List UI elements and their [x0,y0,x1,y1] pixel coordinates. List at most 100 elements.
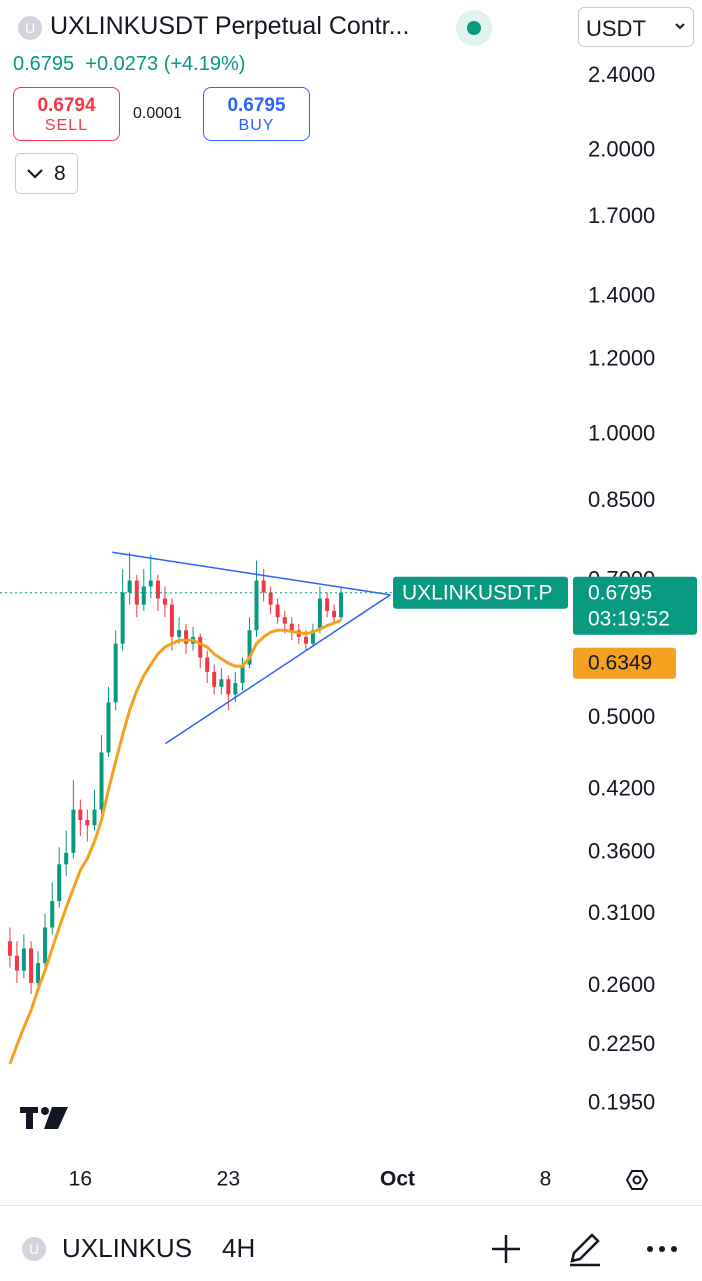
candle-body [303,636,308,644]
candle-body [268,592,273,605]
candle-body [120,592,125,644]
candle-body [92,809,97,826]
candle-body [21,948,26,971]
candle-body [254,580,259,631]
candle-body [212,671,217,687]
price-tag-countdown: 03:19:52 [588,607,670,630]
y-tick-label: 2.4000 [588,62,655,87]
candle-body [169,604,174,637]
y-tick-label: 0.8500 [588,487,655,512]
price: 0.6795 [13,53,75,75]
sell-price: 0.6794 [37,95,96,116]
candle-body [127,580,132,593]
candle-body [282,617,287,624]
moving-average [8,619,342,1065]
candle-body [106,702,111,753]
y-tick-label: 0.4200 [588,776,655,801]
tv-logo [20,1107,68,1129]
y-tick-label: 1.2000 [588,346,655,371]
chevron [27,169,43,179]
currency-select[interactable]: USDT [578,7,694,47]
bottom-symbol[interactable]: UXLINKUS [62,1233,193,1263]
y-tick-label: 1.7000 [588,203,655,228]
candle-body [141,586,146,605]
buy-button[interactable]: 0.6795 BUY [203,87,310,141]
candle-body [198,636,203,658]
indicators-toggle[interactable]: 8 [15,153,78,194]
indicator-count: 8 [54,162,66,185]
candle-body [261,580,266,593]
change-pct: (+4.19%) [163,53,246,75]
candle-body [325,598,330,611]
candle-body [162,598,167,605]
toolbar-icons[interactable] [488,1231,688,1267]
candle-body [247,630,252,665]
bottom-bar: U UXLINKUS 4H [0,1205,702,1281]
price-tag-value: 0.6795 [588,581,652,604]
x-tick-label: Oct [380,1168,415,1191]
y-tick-label: 1.4000 [588,283,655,308]
y-tick-label: 2.0000 [588,137,655,162]
candle-body [64,852,69,865]
y-tick-label: 0.2250 [588,1031,655,1056]
candle-body [7,941,12,956]
candle-body [50,901,55,928]
trendline [112,551,391,596]
candle-body [177,630,182,637]
price-line: 0.6795 +0.0273 (+4.19%) [13,53,245,76]
market-status[interactable] [456,10,492,46]
ma-tag [573,647,676,679]
candle-body [226,679,231,695]
candle-body [14,955,19,971]
candle-body [36,963,41,983]
candle-body [155,580,160,599]
symbol-icon: U [18,16,42,40]
x-tick-label: 16 [69,1168,92,1191]
sell-label: SELL [44,117,89,134]
trendline [164,594,391,745]
candle-body [85,820,90,826]
candle-body [29,948,34,983]
candle-body [205,657,210,672]
candle-body [332,610,337,618]
symbol-icon: U [22,1237,46,1261]
candle-body [233,683,238,695]
candle-body [289,623,294,631]
y-tick-label: 0.3600 [588,839,655,864]
change: +0.0273 [85,53,159,75]
price-tag [573,576,697,635]
y-tick-label: 0.5000 [588,704,655,729]
candle-body [71,809,76,853]
candle-body [99,752,104,810]
candle-body [78,809,83,821]
currency: USDT [586,16,646,41]
chart: 2.4000 2.0000 1.7000 1.4000 1.2000 1.0000 0.85… [0,62,697,1191]
y-tick-label: 0.2600 [588,972,655,997]
candle-body [184,630,189,644]
y-tick-label: 0.3100 [588,900,655,925]
chevron [675,23,685,30]
symbol-tag [393,576,568,609]
symbol-title[interactable]: UXLINKUSDT Perpetual Contr... [50,12,410,40]
candle-body [148,580,153,587]
candle-body [310,630,315,644]
candle-body [219,679,224,687]
buy-label: BUY [238,117,275,134]
spread: 0.0001 [133,105,182,122]
x-tick-label: 8 [540,1168,552,1191]
symbol-tag-label: UXLINKUSDT.P [402,581,553,604]
candle-body [240,664,245,684]
candle-body [57,864,62,902]
x-tick-label: 23 [217,1168,240,1191]
ma-tag-value: 0.6349 [588,651,652,674]
y-tick-label: 1.0000 [588,420,655,445]
candle-body [339,592,344,618]
candle-body [275,604,280,618]
bottom-interval[interactable]: 4H [222,1233,256,1263]
settings-icon[interactable] [625,1170,649,1190]
buy-price: 0.6795 [227,95,286,116]
sell-button[interactable]: 0.6794 SELL [13,87,120,141]
y-tick-label: 0.1950 [588,1090,655,1115]
candle-body [113,643,118,703]
